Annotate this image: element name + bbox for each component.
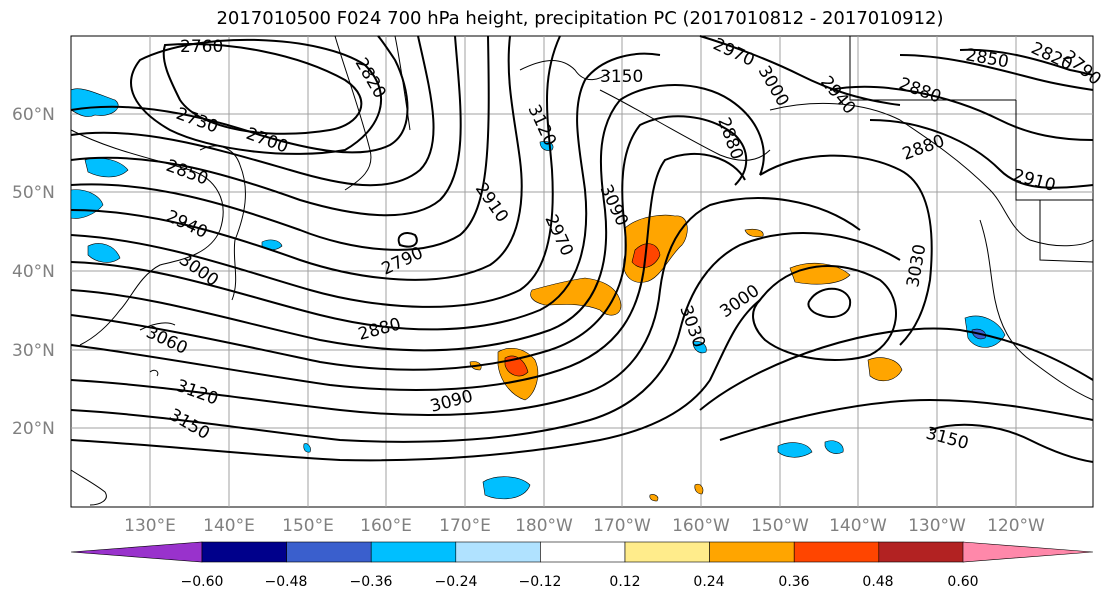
precip-shading — [70, 88, 1006, 502]
lon-label: 140°W — [829, 516, 887, 536]
lon-label: 120°W — [987, 516, 1045, 536]
lon-label: 170°E — [439, 516, 491, 536]
lon-label: 180°W — [515, 516, 573, 536]
longitude-labels: 130°E 140°E 150°E 160°E 170°E 180°W 170°… — [124, 516, 1045, 536]
colorbar-tick-label: −0.12 — [519, 574, 562, 590]
colorbar-tick-label: 0.36 — [778, 574, 809, 590]
colorbar-tick-label: −0.36 — [350, 574, 393, 590]
colorbar-segment — [624, 541, 710, 563]
colorbar-segment — [962, 541, 1094, 563]
lon-label: 150°E — [282, 516, 334, 536]
lon-label: 130°W — [908, 516, 966, 536]
lon-label: 130°E — [124, 516, 176, 536]
colorbar-segment — [286, 541, 372, 563]
contour-label: 3150 — [600, 67, 643, 87]
lon-label: 170°W — [593, 516, 651, 536]
colorbar-segment — [540, 541, 626, 563]
colorbar-segment — [878, 541, 964, 563]
colorbar-segment — [70, 541, 203, 563]
colorbar-tick-label: −0.48 — [265, 574, 308, 590]
colorbar-tick-label: −0.60 — [181, 574, 224, 590]
lat-label: 60°N — [12, 105, 55, 125]
colorbar-segment — [201, 541, 287, 563]
colorbar-segment — [709, 541, 795, 563]
lon-label: 160°W — [672, 516, 730, 536]
lat-label: 20°N — [12, 419, 55, 439]
colorbar-segment — [455, 541, 541, 563]
lat-label: 50°N — [12, 183, 55, 203]
lon-label: 160°E — [360, 516, 412, 536]
lat-label: 30°N — [12, 341, 55, 361]
lon-label: 150°W — [751, 516, 809, 536]
latitude-labels: 60°N 50°N 40°N 30°N 20°N — [12, 105, 55, 439]
colorbar-tick-label: 0.48 — [862, 574, 893, 590]
colorbar-tick-label: 0.60 — [947, 574, 978, 590]
map-title: 2017010500 F024 700 hPa height, precipit… — [216, 8, 944, 29]
colorbar — [70, 541, 1094, 563]
colorbar-tick-label: −0.24 — [435, 574, 478, 590]
colorbar-tick-label: 0.24 — [693, 574, 724, 590]
contour-label: 2760 — [180, 37, 223, 57]
height-contours — [70, 35, 1094, 463]
colorbar-ticks: −0.60 −0.48 −0.36 −0.24 −0.12 0.12 0.24 … — [181, 574, 979, 590]
lat-label: 40°N — [12, 262, 55, 282]
coastlines — [70, 35, 1094, 506]
colorbar-segment — [793, 541, 880, 563]
lon-label: 140°E — [203, 516, 255, 536]
colorbar-segment — [370, 541, 457, 563]
colorbar-tick-label: 0.12 — [609, 574, 640, 590]
